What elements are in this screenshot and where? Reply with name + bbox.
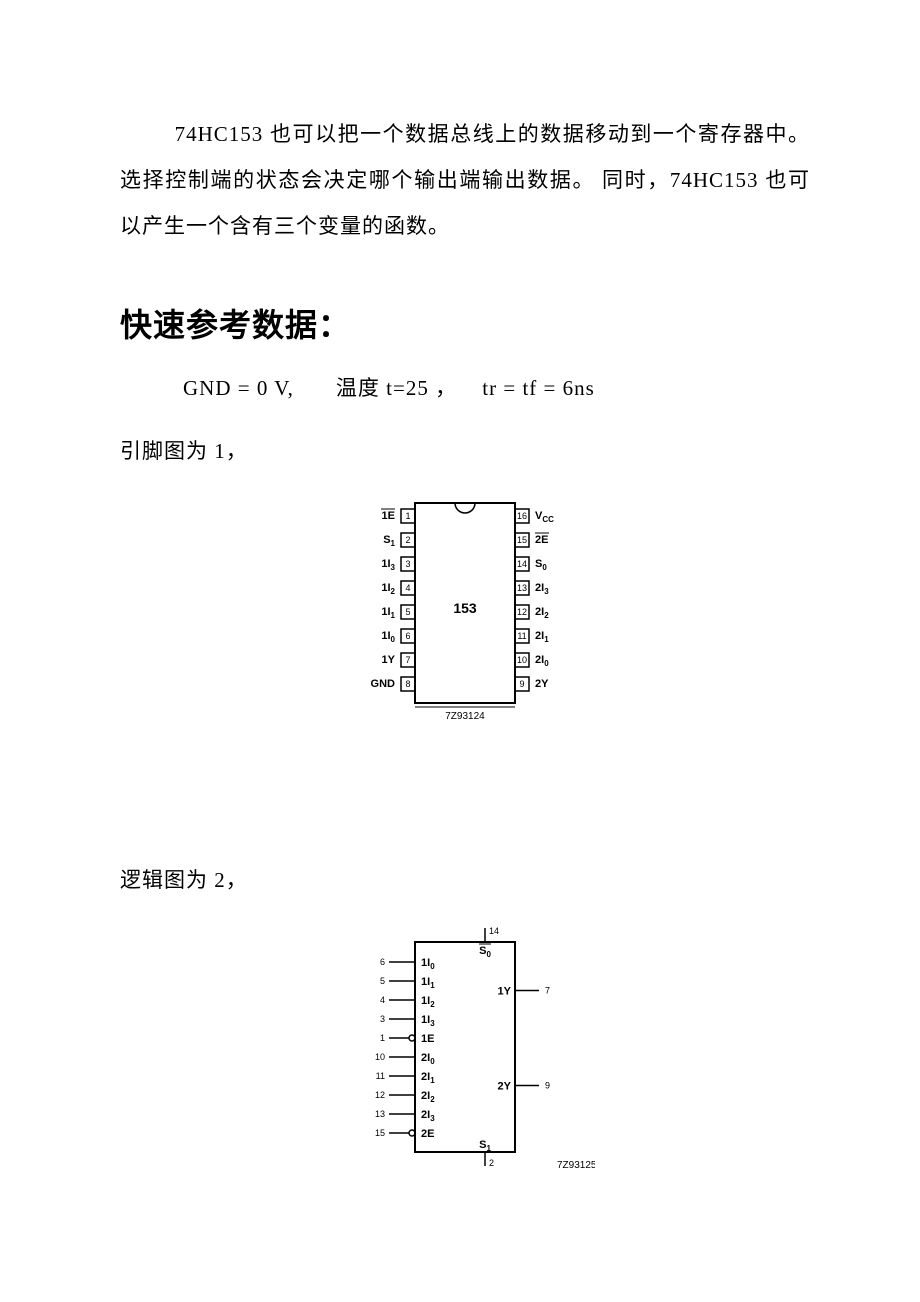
svg-text:2I3: 2I3: [535, 582, 549, 596]
ref-temp: 温度 t=25 ，: [336, 376, 457, 400]
reference-data-line: GND = 0 V, 温度 t=25 ， tr = tf = 6ns: [120, 367, 810, 409]
fig2-caption: 逻辑图为 2，: [120, 859, 810, 901]
right-pin-10-label: 2I0: [535, 654, 549, 668]
svg-text:7: 7: [545, 985, 550, 995]
svg-text:13: 13: [375, 1109, 385, 1119]
svg-text:1Y: 1Y: [382, 654, 396, 666]
svg-text:1I2: 1I2: [421, 995, 435, 1009]
left-pin-3-label: 1I3: [381, 558, 395, 572]
svg-text:2I0: 2I0: [535, 654, 549, 668]
svg-text:10: 10: [375, 1052, 385, 1062]
svg-text:1I1: 1I1: [421, 976, 435, 990]
logic-diagram-wrap: 14 S0 2 S1 6 1I0 5 1I1 4 1I2 3 1I3 1 1E 10 2I0 11 2I1 12…: [120, 922, 810, 1182]
svg-text:15: 15: [375, 1128, 385, 1138]
chip-label: 153: [453, 600, 477, 616]
svg-text:1Y: 1Y: [498, 985, 512, 997]
svg-text:2I1: 2I1: [421, 1071, 435, 1085]
ref-gnd: GND = 0 V,: [183, 376, 294, 400]
svg-text:10: 10: [517, 655, 527, 665]
svg-text:15: 15: [517, 535, 527, 545]
svg-text:S0: S0: [535, 558, 547, 572]
svg-text:2E: 2E: [421, 1128, 434, 1140]
svg-text:2I3: 2I3: [421, 1109, 435, 1123]
svg-text:3: 3: [405, 559, 410, 569]
pin-diagram-wrap: 153 7Z93124 1 1E 2 S1 3 1I3 4 1I2 5 1I1 6 1I0 7 1Y 8 GN…: [120, 493, 810, 729]
right-pin-16-label: VCC: [535, 510, 554, 524]
svg-text:1I2: 1I2: [381, 582, 395, 596]
pin-diagram-footer: 7Z93124: [445, 711, 485, 722]
right-pin-14-label: S0: [535, 558, 547, 572]
svg-text:2I1: 2I1: [535, 630, 549, 644]
svg-text:14: 14: [489, 926, 499, 936]
svg-text:11: 11: [517, 631, 526, 641]
svg-text:2: 2: [489, 1158, 494, 1168]
svg-text:1I3: 1I3: [421, 1014, 435, 1028]
left-pin-8-label: GND: [371, 678, 396, 690]
left-pin-2-label: S1: [383, 534, 395, 548]
svg-text:4: 4: [380, 995, 385, 1005]
svg-text:14: 14: [517, 559, 527, 569]
svg-text:5: 5: [405, 607, 410, 617]
svg-text:1I3: 1I3: [381, 558, 395, 572]
document-page: 74HC153 也可以把一个数据总线上的数据移动到一个寄存器中。选择控制端的状态…: [0, 0, 920, 1302]
pin-diagram: 153 7Z93124 1 1E 2 S1 3 1I3 4 1I2 5 1I1 6 1I0 7 1Y 8 GN…: [345, 493, 585, 729]
ref-trtf: tr = tf = 6ns: [482, 376, 595, 400]
svg-text:1E: 1E: [382, 510, 395, 522]
svg-text:4: 4: [405, 583, 410, 593]
logic-diagram-footer: 7Z93125: [557, 1160, 595, 1171]
left-pin-1-label: 1E: [381, 509, 395, 522]
svg-text:2Y: 2Y: [535, 678, 549, 690]
paragraph-1: 74HC153 也可以把一个数据总线上的数据移动到一个寄存器中。选择控制端的状态…: [120, 111, 810, 250]
right-pin-11-label: 2I1: [535, 630, 549, 644]
svg-text:7: 7: [405, 655, 410, 665]
svg-text:1I1: 1I1: [381, 606, 395, 620]
svg-text:12: 12: [517, 607, 527, 617]
svg-text:2I2: 2I2: [421, 1090, 435, 1104]
svg-text:2I0: 2I0: [421, 1052, 435, 1066]
right-pin-13-label: 2I3: [535, 582, 549, 596]
left-pin-4-label: 1I2: [381, 582, 395, 596]
svg-text:1I0: 1I0: [421, 957, 435, 971]
svg-text:6: 6: [380, 957, 385, 967]
svg-text:S1: S1: [383, 534, 395, 548]
svg-text:2Y: 2Y: [498, 1080, 512, 1092]
svg-text:9: 9: [519, 679, 524, 689]
svg-text:5: 5: [380, 976, 385, 986]
svg-text:VCC: VCC: [535, 510, 554, 524]
svg-text:9: 9: [545, 1080, 550, 1090]
left-pin-7-label: 1Y: [382, 654, 396, 666]
section-heading: 快速参考数据：: [120, 300, 810, 346]
svg-text:1: 1: [380, 1033, 385, 1043]
svg-text:2I2: 2I2: [535, 606, 549, 620]
svg-text:16: 16: [517, 511, 527, 521]
left-pin-5-label: 1I1: [381, 606, 395, 620]
svg-text:1I0: 1I0: [381, 630, 395, 644]
right-pin-12-label: 2I2: [535, 606, 549, 620]
svg-text:11: 11: [376, 1071, 385, 1081]
fig1-caption: 引脚图为 1，: [120, 430, 810, 472]
left-pin-6-label: 1I0: [381, 630, 395, 644]
svg-text:2E: 2E: [535, 534, 548, 546]
svg-text:6: 6: [405, 631, 410, 641]
paragraph-1-text: 74HC153 也可以把一个数据总线上的数据移动到一个寄存器中。选择控制端的状态…: [120, 122, 810, 238]
svg-text:GND: GND: [371, 678, 396, 690]
logic-diagram: 14 S0 2 S1 6 1I0 5 1I1 4 1I2 3 1I3 1 1E 10 2I0 11 2I1 12…: [335, 922, 595, 1182]
right-pin-15-label: 2E: [535, 533, 549, 546]
svg-text:12: 12: [375, 1090, 385, 1100]
right-pin-9-label: 2Y: [535, 678, 549, 690]
svg-text:13: 13: [517, 583, 527, 593]
svg-text:S1: S1: [479, 1139, 491, 1153]
svg-text:3: 3: [380, 1014, 385, 1024]
svg-text:2: 2: [405, 535, 410, 545]
svg-text:1E: 1E: [421, 1033, 434, 1045]
svg-text:S0: S0: [479, 945, 491, 959]
svg-text:1: 1: [405, 511, 410, 521]
svg-text:8: 8: [405, 679, 410, 689]
